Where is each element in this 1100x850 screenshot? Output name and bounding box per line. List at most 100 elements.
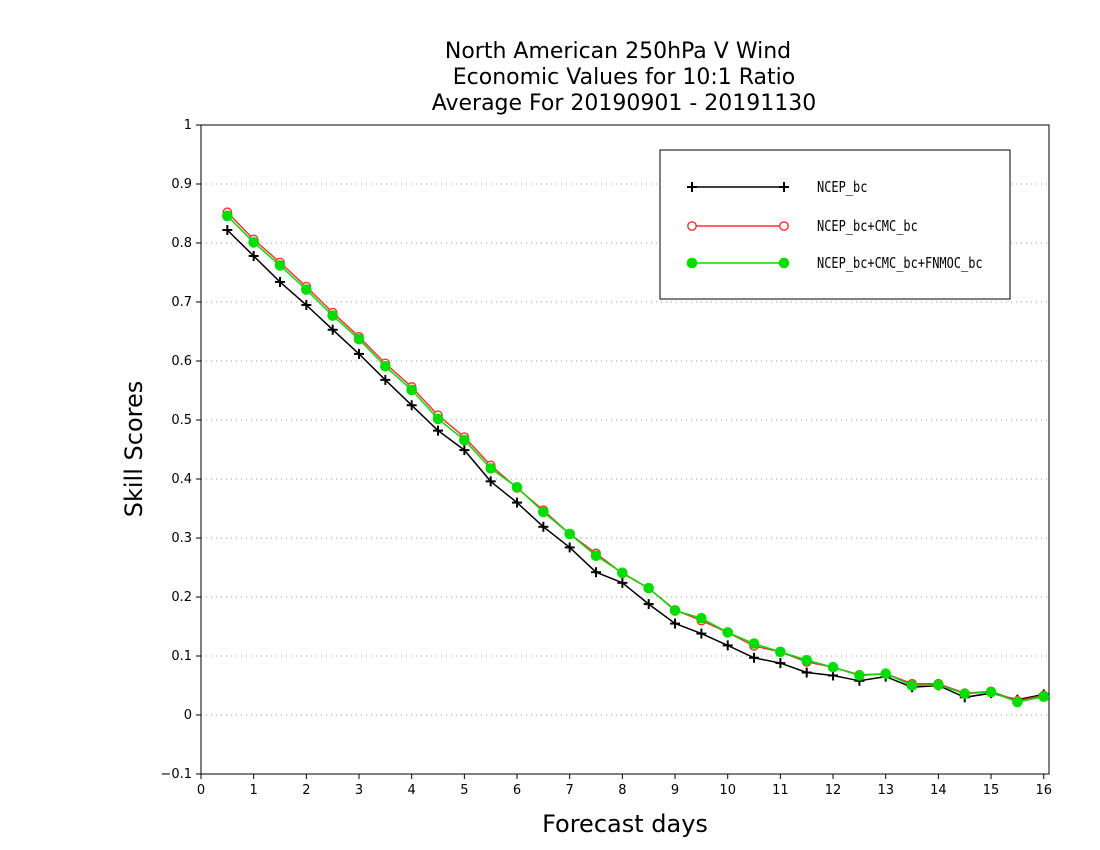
series-layer — [222, 207, 1050, 708]
x-tick-label: 3 — [355, 783, 363, 798]
data-point — [778, 257, 790, 269]
data-point — [538, 506, 549, 518]
data-point — [406, 384, 417, 396]
x-axis: 0 1 2 3 4 5 6 7 8 9 10 11 12 13 14 15 16 — [197, 774, 1052, 798]
x-tick-label: 11 — [772, 783, 789, 798]
data-point — [670, 618, 681, 629]
y-tick-label: 0.1 — [171, 649, 192, 664]
x-tick-label: 1 — [250, 783, 258, 798]
data-point — [512, 497, 523, 508]
data-point — [801, 667, 812, 678]
y-tick-label: 0.2 — [171, 590, 192, 605]
y-tick-label: 1 — [184, 118, 192, 133]
y-tick-label: 0.6 — [171, 354, 192, 369]
data-point — [327, 324, 338, 335]
data-point — [696, 612, 707, 624]
chart-title-line-3: Average For 20190901 - 20191130 — [432, 91, 817, 116]
y-tick-label: 0 — [184, 708, 192, 723]
x-tick-label: 15 — [983, 783, 1000, 798]
data-point — [591, 567, 602, 578]
x-tick-label: 14 — [930, 783, 947, 798]
data-point — [459, 445, 470, 456]
data-point — [354, 348, 365, 359]
data-point — [222, 210, 233, 222]
y-tick-label: 0.7 — [171, 295, 192, 310]
data-point — [275, 276, 286, 287]
x-tick-label: 13 — [877, 783, 894, 798]
legend-label: NCEP_bc+CMC_bc — [817, 217, 918, 235]
data-point — [301, 299, 312, 310]
data-point — [643, 599, 654, 610]
y-tick-label: 0.5 — [171, 413, 192, 428]
data-point — [380, 361, 391, 372]
data-point — [722, 627, 734, 638]
x-tick-label: 12 — [825, 783, 842, 798]
x-tick-label: 4 — [408, 783, 416, 798]
data-point — [327, 310, 338, 321]
data-point — [485, 476, 496, 487]
data-point — [564, 542, 575, 553]
data-point — [432, 413, 444, 425]
data-point — [564, 528, 575, 540]
data-point — [854, 670, 865, 681]
data-point — [686, 257, 698, 269]
data-point — [1038, 691, 1050, 703]
data-point — [248, 237, 259, 248]
data-point — [779, 221, 789, 231]
data-point — [722, 640, 733, 651]
data-point — [433, 425, 444, 436]
chart-title-line-1: North American 250hPa V Wind — [445, 39, 791, 64]
chart-title-line-2: Economic Values for 10:1 Ratio — [453, 65, 795, 90]
x-axis-label: Forecast days — [542, 810, 708, 838]
y-tick-label: 0.9 — [171, 177, 192, 192]
y-tick-label: 0.4 — [171, 472, 192, 487]
x-tick-label: 2 — [302, 783, 310, 798]
data-point — [222, 225, 233, 236]
legend-item: NCEP_bc+CMC_bc — [687, 217, 918, 235]
data-point — [301, 284, 312, 295]
data-point — [775, 658, 786, 669]
data-point — [687, 221, 697, 231]
data-point — [959, 688, 971, 700]
legend-label: NCEP_bc+CMC_bc+FNMOC_bc — [817, 254, 983, 272]
data-point — [906, 680, 918, 691]
data-point — [353, 333, 365, 345]
data-point — [669, 605, 681, 616]
legend-item: NCEP_bc+CMC_bc+FNMOC_bc — [686, 254, 983, 272]
y-axis: −0.1 0 0.1 0.2 0.3 0.4 0.5 0.6 0.7 0.8 0.9 1 — [160, 118, 201, 782]
y-tick-label: −0.1 — [160, 767, 192, 782]
data-point — [380, 374, 391, 385]
x-tick-label: 9 — [671, 783, 679, 798]
legend-box — [659, 149, 1011, 300]
data-point — [749, 652, 760, 663]
data-point — [274, 260, 286, 271]
chart-title: North American 250hPa V Wind Economic Va… — [432, 39, 817, 116]
legend-item: NCEP_bc — [687, 178, 867, 196]
data-point — [801, 654, 813, 666]
y-tick-label: 0.8 — [171, 236, 192, 251]
plot-frame — [200, 124, 1050, 775]
data-point — [617, 577, 628, 588]
x-tick-label: 16 — [1035, 783, 1052, 798]
data-point — [538, 521, 549, 532]
data-point — [590, 550, 602, 562]
data-point — [617, 567, 628, 579]
data-point — [933, 679, 944, 691]
legend-items: NCEP_bc NCEP_bc+CMC_bc NCEP_bc+CMC_bc+FNMO… — [686, 178, 983, 272]
data-point — [827, 661, 839, 673]
series-line — [226, 229, 1044, 701]
x-tick-label: 0 — [197, 783, 205, 798]
x-tick-label: 8 — [618, 783, 626, 798]
data-point — [779, 182, 789, 192]
data-point — [696, 628, 707, 639]
y-axis-label: Skill Scores — [120, 381, 148, 518]
y-tick-label: 0.3 — [171, 531, 192, 546]
data-point — [406, 400, 417, 411]
data-point — [459, 434, 470, 446]
data-point — [985, 686, 997, 698]
data-point — [748, 638, 760, 649]
legend-label: NCEP_bc — [817, 178, 867, 196]
data-point — [1012, 696, 1023, 708]
series-NCEP_bc+CMC_bc+FNMOC_bc — [222, 210, 1050, 708]
